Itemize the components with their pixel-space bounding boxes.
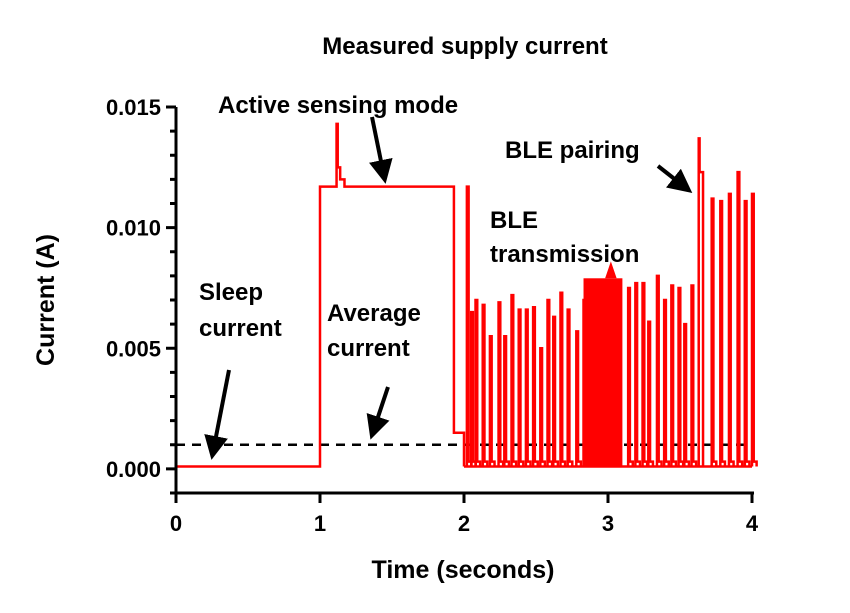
current-spike — [750, 192, 758, 467]
current-spike — [647, 320, 655, 467]
current-spike — [662, 298, 671, 467]
current-spike — [697, 137, 705, 467]
x-tick-label: 0 — [170, 511, 182, 536]
current-spike — [582, 298, 590, 467]
annotation-average-line1: Average — [327, 300, 421, 327]
arrow-ble-pairing — [656, 164, 693, 193]
y-tick-label: 0.010 — [106, 216, 161, 241]
y-axis-label: Current (A) — [32, 234, 60, 366]
current-spike — [531, 305, 539, 467]
arrow-sleep-current — [204, 369, 231, 460]
chart-title: Measured supply current — [322, 33, 607, 60]
annotation-average-line2: current — [327, 335, 410, 362]
current-spike — [736, 170, 744, 467]
current-spike — [743, 199, 751, 467]
current-spike — [517, 308, 525, 467]
y-tick-label: 0.005 — [106, 336, 161, 361]
current-spike — [641, 281, 649, 467]
current-spike — [497, 301, 505, 467]
y-tick-label: 0.000 — [106, 457, 161, 482]
annotation-active-sensing: Active sensing mode — [218, 92, 458, 119]
current-spike — [503, 334, 511, 467]
annotation-sleep-line2: current — [199, 315, 282, 342]
current-spike — [575, 330, 583, 467]
annotation-ble-line1: BLE — [490, 207, 538, 234]
x-tick-label: 2 — [458, 511, 470, 536]
arrow-active-sensing — [369, 116, 393, 184]
current-spike — [626, 286, 635, 467]
current-spike — [719, 199, 727, 467]
annotation-ble-pairing: BLE pairing — [505, 137, 640, 164]
current-spike — [559, 291, 567, 467]
current-spike — [655, 274, 663, 467]
x-tick-label: 4 — [746, 511, 759, 536]
current-spike — [677, 286, 685, 467]
plot-marks — [176, 122, 758, 468]
current-spike — [539, 347, 547, 467]
current-spike — [546, 298, 554, 467]
axes: 0.000 0.005 0.010 0.015 0 1 2 3 4 — [106, 95, 759, 536]
current-spike — [552, 315, 560, 467]
annotation-sleep-line1: Sleep — [199, 279, 263, 306]
annotation-ble-line2: transmission — [490, 241, 639, 268]
current-spike — [683, 322, 691, 467]
dense-burst-peak — [605, 261, 617, 279]
current-spike — [474, 298, 482, 467]
current-spike — [690, 284, 698, 467]
current-spike — [670, 284, 678, 467]
current-spike — [566, 308, 574, 467]
current-spike — [524, 308, 532, 467]
current-spike — [727, 192, 735, 467]
x-tick-label: 3 — [602, 511, 614, 536]
current-spike — [488, 334, 496, 467]
x-tick-label: 1 — [314, 511, 326, 536]
y-tick-label: 0.015 — [106, 95, 161, 120]
current-spike — [710, 197, 718, 467]
current-spike — [634, 281, 642, 467]
current-trace-sleep-active — [176, 122, 466, 468]
x-axis-label: Time (seconds) — [372, 556, 555, 584]
current-spike — [481, 303, 489, 467]
dense-burst — [583, 278, 623, 467]
current-spike — [510, 293, 518, 467]
arrow-average-current — [366, 386, 390, 440]
